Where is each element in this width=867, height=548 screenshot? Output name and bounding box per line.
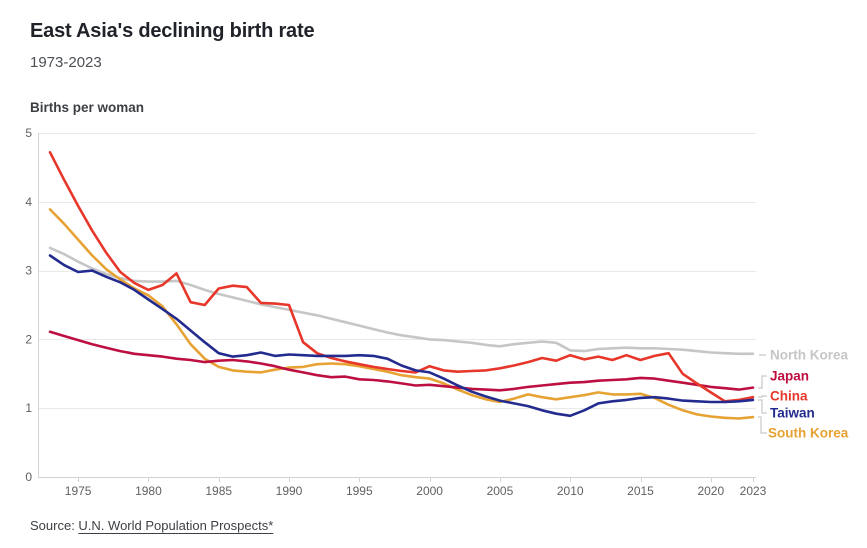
y-tick-label-3: 3 [25, 264, 32, 278]
y-tick-label-0: 0 [25, 470, 32, 484]
y-tick-label-5: 5 [25, 126, 32, 140]
x-tick-label-2023: 2023 [740, 484, 767, 498]
legend-leader-taiwan [758, 399, 767, 414]
y-axis-title: Births per woman [30, 100, 145, 115]
x-tick-label-1990: 1990 [276, 484, 303, 498]
x-tick-label-2015: 2015 [627, 484, 654, 498]
legend-leader-china [758, 395, 767, 398]
series-line-china [48, 151, 755, 403]
x-tick-label-1980: 1980 [135, 484, 162, 498]
chart-subtitle: 1973-2023 [30, 54, 102, 71]
series-line-south-korea [48, 208, 755, 420]
x-tick-label-2020: 2020 [697, 484, 724, 498]
legend-leader-south-korea [758, 416, 767, 434]
x-tick-label-1995: 1995 [346, 484, 373, 498]
legend-label-north-korea: North Korea [770, 348, 848, 363]
x-tick-label-2000: 2000 [416, 484, 443, 498]
legend-label-south-korea: South Korea [768, 426, 849, 441]
source-link[interactable]: U.N. World Population Prospects* [78, 518, 274, 533]
x-tick-label-1985: 1985 [205, 484, 232, 498]
legend-label-china: China [770, 389, 808, 404]
x-tick-label-2005: 2005 [487, 484, 514, 498]
x-tick-label-1975: 1975 [65, 484, 92, 498]
y-tick-label-2: 2 [25, 332, 32, 346]
chart-title: East Asia's declining birth rate [30, 20, 315, 42]
legend-label-japan: Japan [770, 369, 809, 384]
y-tick-label-1: 1 [25, 401, 32, 415]
series-line-taiwan [48, 254, 755, 418]
source-line: Source: U.N. World Population Prospects* [30, 518, 273, 533]
y-tick-label-4: 4 [25, 195, 32, 209]
series-line-japan [48, 330, 755, 392]
x-tick-label-2010: 2010 [557, 484, 584, 498]
legend-label-taiwan: Taiwan [770, 406, 815, 421]
legend-leader-japan [758, 375, 767, 389]
source-prefix: Source: [30, 518, 79, 533]
